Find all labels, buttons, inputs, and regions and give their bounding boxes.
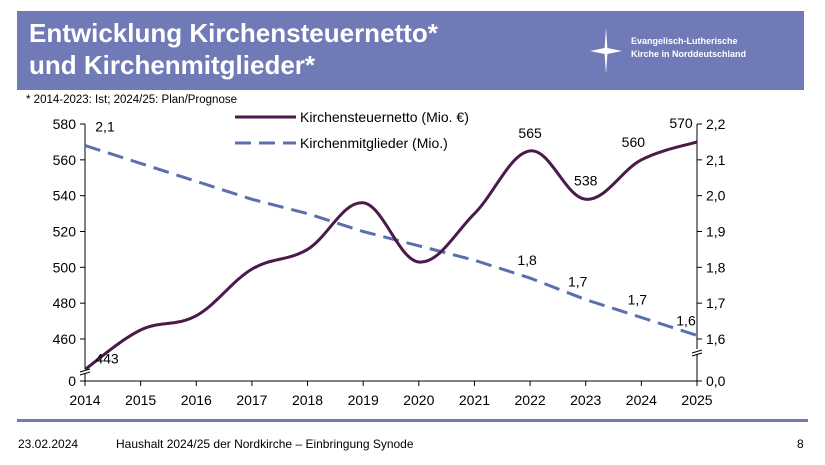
title-banner: Entwicklung Kirchensteuernetto* und Kirc…: [17, 11, 804, 90]
chart-axes: 580 560 540 520 500 480 460 0 2,2 2,1 2,0 1,9 1,8 1,7…: [53, 116, 726, 408]
x-tick-label: 2021: [459, 392, 490, 408]
x-tick-label: 2014: [69, 392, 100, 408]
cross-star-icon: [590, 28, 622, 74]
data-label-kirchenmitglieder: 1,6: [676, 312, 696, 328]
x-tick-label: 2018: [292, 392, 323, 408]
series-line-kirchenmitglieder: [84, 144, 698, 337]
data-label-kirchenmitglieder: 1,7: [568, 274, 588, 290]
right-tick-label: 1,8: [706, 259, 726, 275]
title-line-1: Entwicklung Kirchensteuernetto*: [29, 18, 438, 48]
footer-date: 23.02.2024: [18, 437, 79, 451]
footer-title: Haushalt 2024/25 der Nordkirche – Einbri…: [116, 437, 414, 451]
left-tick-label: 0: [68, 373, 76, 389]
right-tick-label: 2,1: [706, 152, 726, 168]
footer-divider: [17, 419, 808, 422]
data-label-kirchensteuernetto: 443: [95, 350, 119, 366]
x-tick-label: 2024: [626, 392, 657, 408]
legend-label-kirchensteuernetto: Kirchensteuernetto (Mio. €): [300, 109, 469, 125]
page-number: 8: [797, 437, 804, 451]
x-tick-label: 2020: [403, 392, 434, 408]
footnote: * 2014-2023: Ist; 2024/25: Plan/Prognose: [26, 94, 237, 106]
line-chart: 580 560 540 520 500 480 460 0 2,2 2,1 2,0 1,9 1,8 1,7…: [53, 109, 726, 408]
x-tick-label: 2022: [515, 392, 546, 408]
x-tick-label: 2017: [236, 392, 267, 408]
data-label-kirchensteuernetto: 560: [622, 134, 646, 150]
x-tick-label: 2023: [570, 392, 601, 408]
right-axis-break-mark-b: [691, 352, 703, 357]
slide-title: Entwicklung Kirchensteuernetto* und Kirc…: [29, 17, 438, 81]
legend-label-kirchenmitglieder: Kirchenmitglieder (Mio.): [300, 135, 448, 151]
x-tick-label: 2025: [681, 392, 712, 408]
right-tick-label: 0,0: [706, 373, 726, 389]
left-tick-label: 480: [53, 295, 77, 311]
left-axis-break-mark-a: [79, 368, 91, 373]
right-tick-label: 1,9: [706, 224, 726, 240]
x-tick-label: 2016: [181, 392, 212, 408]
data-label-kirchenmitglieder: 2,1: [95, 119, 115, 135]
left-tick-label: 520: [53, 224, 77, 240]
x-tick-label: 2015: [125, 392, 156, 408]
left-tick-label: 560: [53, 152, 77, 168]
right-tick-label: 2,0: [706, 188, 726, 204]
left-tick-label: 540: [53, 188, 77, 204]
data-label-kirchensteuernetto: 565: [518, 125, 542, 141]
left-tick-label: 580: [53, 116, 77, 132]
right-tick-label: 1,7: [706, 295, 726, 311]
chart-legend: Kirchensteuernetto (Mio. €) Kirchenmitgli…: [235, 109, 469, 151]
title-line-2: und Kirchenmitglieder*: [29, 50, 316, 80]
chart-data-labels: 443 565 538 560 570 2,1 1,8 1,7 1,7 1,6: [95, 115, 696, 367]
chart-series: [84, 140, 698, 371]
data-label-kirchenmitglieder: 1,7: [628, 292, 648, 308]
org-line-2: Kirche in Norddeutschland: [631, 49, 747, 59]
series-line-kirchensteuernetto: [84, 140, 698, 371]
organization-name: Evangelisch-Lutherische Kirche in Nordde…: [631, 35, 746, 61]
org-line-1: Evangelisch-Lutherische: [631, 36, 738, 46]
left-tick-label: 500: [53, 259, 77, 275]
left-axis-break-mark-b: [79, 371, 91, 376]
x-tick-label: 2019: [348, 392, 379, 408]
right-tick-label: 1,6: [706, 331, 726, 347]
right-tick-label: 2,2: [706, 116, 726, 132]
data-label-kirchensteuernetto: 538: [574, 172, 598, 188]
data-label-kirchensteuernetto: 570: [669, 115, 693, 131]
left-tick-label: 460: [53, 331, 77, 347]
right-axis-break-mark-a: [691, 349, 703, 354]
data-label-kirchenmitglieder: 1,8: [517, 252, 537, 268]
